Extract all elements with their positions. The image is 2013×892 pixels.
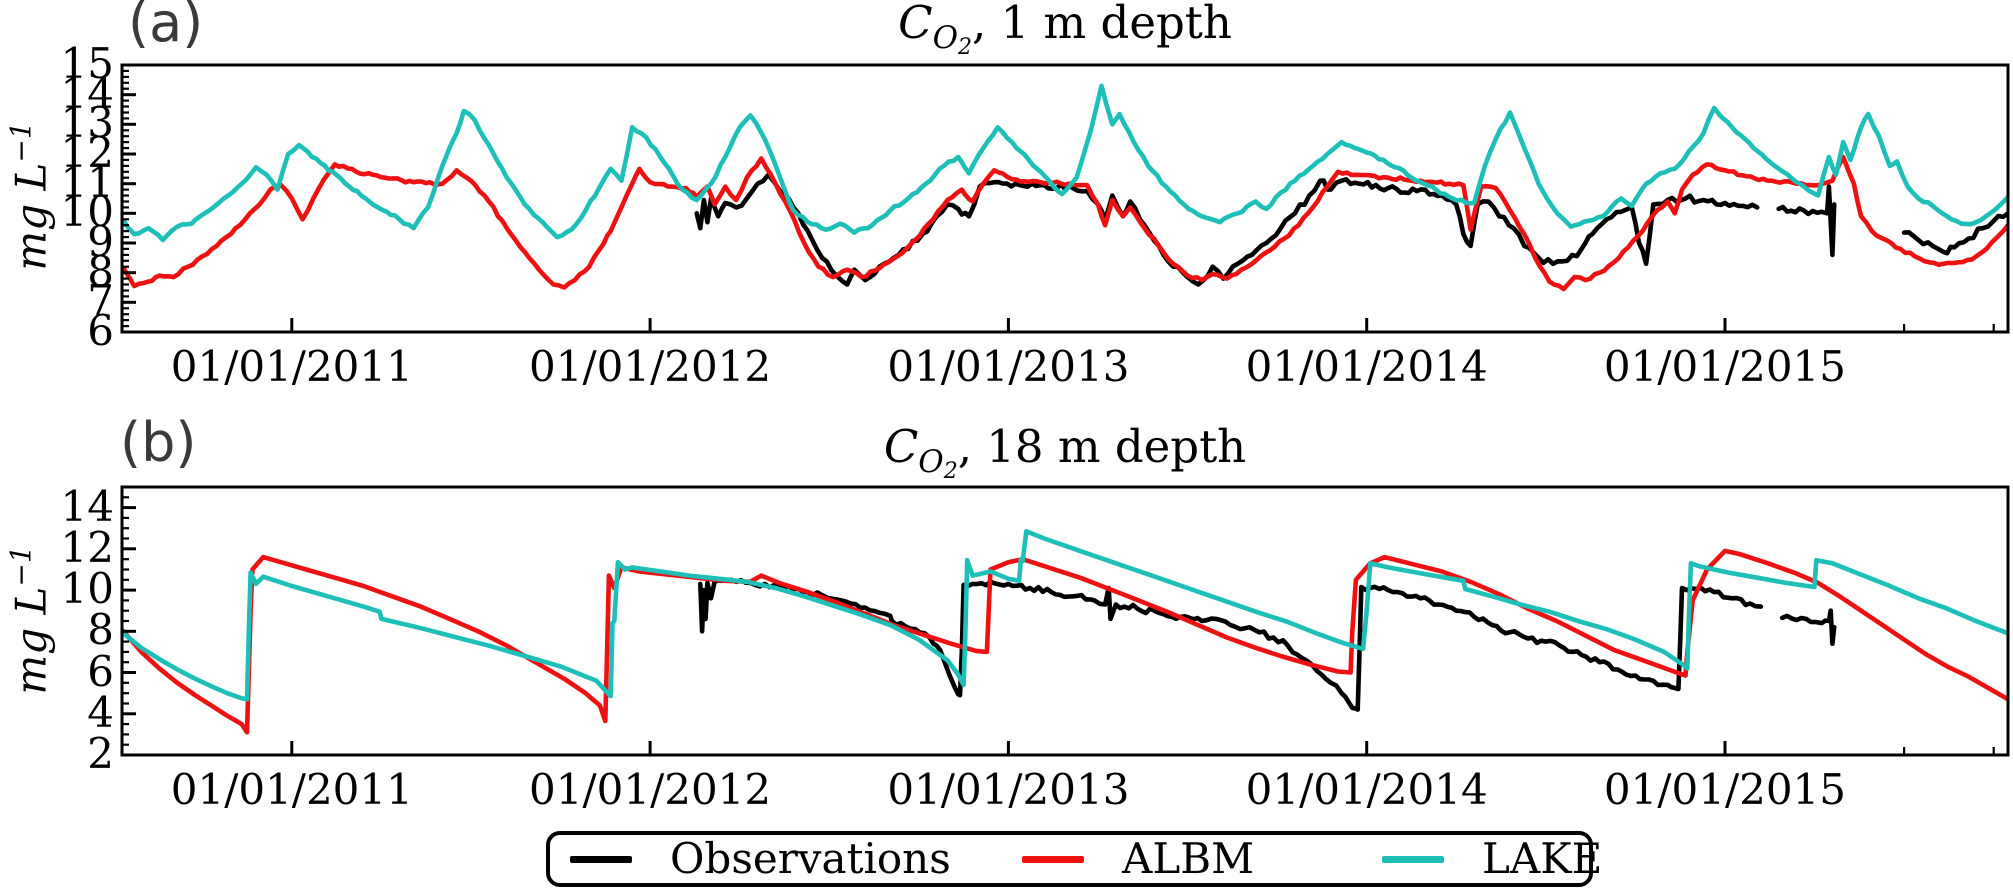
legend-item-observations: Observations [570,838,951,880]
series-albm-panel-b [122,548,2008,735]
observations-line-swatch [570,855,632,863]
panel-b-title: CO2, 18 m depth [884,424,1246,483]
panel-a-title-rest: , 1 m depth [972,0,1232,49]
legend-label-albm: ALBM [1122,834,1255,883]
series-lake-panel-a [122,83,2008,243]
panel-a-title-sub: O [932,20,959,56]
y-tick-label: 14 [60,68,114,118]
plot-box [120,485,2010,757]
lake-line-swatch [1382,855,1444,863]
legend-item-albm: ALBM [1022,838,1254,880]
y-tick-label: 8 [87,246,114,296]
x-tick-label: 01/01/2012 [529,342,772,391]
plot-box [120,63,2010,334]
y-tick-label: 4 [87,687,114,737]
albm-line-swatch [1022,855,1084,863]
y-tick-label: 14 [60,481,114,531]
series-observations-panel-b [698,577,1837,712]
y-tick-label: 11 [60,157,114,207]
y-tick-label: 10 [60,564,114,614]
panel-b-title-rest: , 18 m depth [957,420,1247,473]
panel-b-title-var: C [883,420,919,473]
panel-a-ylabel: mg L−1 [4,121,56,271]
y-tick-label: 12 [60,128,114,178]
panel-a-title-subsub: 2 [958,35,973,60]
legend-label-lake: LAKE [1482,834,1603,883]
legend: Observations ALBM LAKE [546,831,1602,887]
panel-b-tag: (b) [120,411,197,474]
panel-b-title-subsub: 2 [943,459,958,484]
y-tick-label: 9 [87,217,114,267]
y-tick-label: 7 [87,276,114,326]
x-tick-label: 01/01/2014 [1245,342,1488,391]
legend-label-observations: Observations [670,834,951,883]
x-tick-label: 01/01/2011 [170,765,413,814]
series-lake-panel-b [122,529,2008,702]
panel-a-title-var: C [898,0,933,49]
x-tick-label: 01/01/2014 [1245,765,1488,814]
panel-a-tag: (a) [128,0,204,54]
y-tick-label: 13 [60,98,114,148]
x-tick-label: 01/01/2015 [1603,342,1846,391]
y-tick-label: 8 [87,605,114,655]
x-tick-label: 01/01/2011 [170,342,413,391]
y-tick-label: 2 [87,729,114,779]
x-tick-label: 01/01/2013 [887,342,1130,391]
x-tick-label: 01/01/2015 [1603,765,1846,814]
panel-a-title: CO2, 1 m depth [898,0,1232,59]
y-tick-label: 6 [87,306,114,356]
y-tick-label: 6 [87,646,114,696]
x-tick-label: 01/01/2012 [529,765,772,814]
x-tick-label: 01/01/2013 [887,765,1130,814]
panel-b-ylabel: mg L−1 [4,545,56,695]
y-tick-label: 12 [60,523,114,573]
y-tick-label: 15 [60,39,114,89]
y-tick-label: 10 [60,187,114,237]
panel-b-title-sub: O [918,444,944,480]
legend-item-lake: LAKE [1382,838,1602,880]
